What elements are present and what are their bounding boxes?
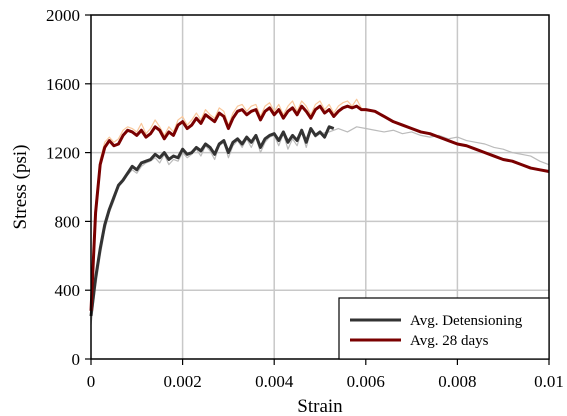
y-tick-label: 2000 xyxy=(46,6,80,25)
y-tick-label: 1200 xyxy=(46,144,80,163)
x-axis-title: Strain xyxy=(297,396,343,416)
series-line-detensioning xyxy=(89,125,335,317)
grid xyxy=(91,15,549,359)
series-layer xyxy=(89,98,550,325)
tick-labels: 0 0.002 0.004 0.006 0.008 0.01 0 400 800 1200 1600… xyxy=(46,6,564,391)
x-tick-label: 0.004 xyxy=(255,372,294,391)
y-tick-label: 400 xyxy=(55,281,81,300)
x-tick-label: 0.01 xyxy=(534,372,564,391)
ticks xyxy=(85,14,550,365)
plot-frame xyxy=(90,14,550,360)
legend-label-28-days: Avg. 28 days xyxy=(410,333,489,349)
y-tick-label: 800 xyxy=(55,212,81,231)
legend-label-detensioning: Avg. Detensioning xyxy=(410,313,523,329)
x-tick-label: 0.006 xyxy=(347,372,385,391)
y-tick-label: 1600 xyxy=(46,75,80,94)
y-tick-label: 0 xyxy=(72,350,81,369)
legend: Avg. Detensioning Avg. 28 days xyxy=(338,297,550,360)
legend-box xyxy=(338,297,550,360)
x-tick-label: 0.008 xyxy=(438,372,476,391)
y-axis-title: Stress (psi) xyxy=(10,145,31,230)
x-tick-label: 0.002 xyxy=(163,372,201,391)
series-line-28-days xyxy=(89,104,550,311)
x-tick-label: 0 xyxy=(87,372,96,391)
